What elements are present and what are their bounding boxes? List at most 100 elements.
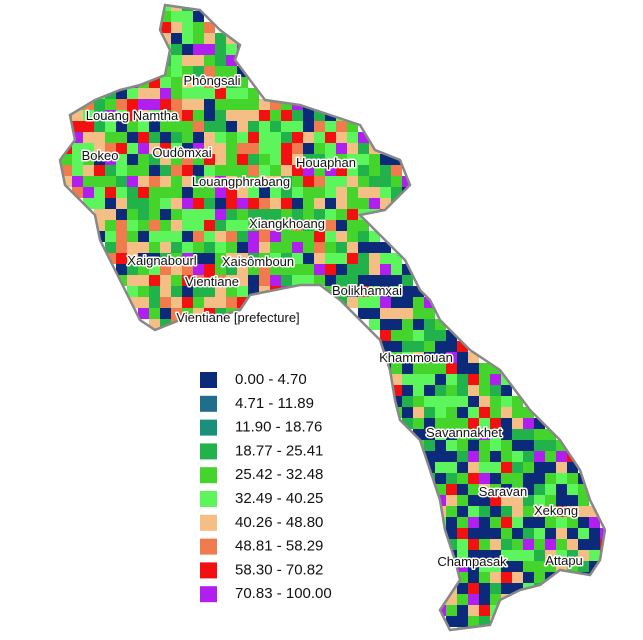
map-cell [171, 154, 182, 165]
map-cell [171, 242, 182, 253]
map-cell [116, 165, 127, 176]
map-cell [171, 66, 182, 77]
map-cell [303, 176, 314, 187]
map-cell [281, 264, 292, 275]
map-cell [292, 110, 303, 121]
map-cell [149, 264, 160, 275]
map-cell [303, 275, 314, 286]
map-cell [127, 121, 138, 132]
map-cell [193, 33, 204, 44]
map-cell [435, 385, 446, 396]
map-cell [149, 253, 160, 264]
map-cell [193, 187, 204, 198]
map-cell [512, 572, 523, 583]
legend-label: 32.49 - 40.25 [235, 490, 323, 507]
map-cell [292, 121, 303, 132]
map-cell [523, 495, 534, 506]
map-cell [259, 143, 270, 154]
map-cell [567, 495, 578, 506]
map-cell [204, 275, 215, 286]
map-cell [325, 198, 336, 209]
map-cell [94, 187, 105, 198]
map-cell [391, 264, 402, 275]
map-cell [435, 374, 446, 385]
map-cell [523, 506, 534, 517]
map-cell [457, 605, 468, 616]
map-cell [193, 154, 204, 165]
map-cell [83, 187, 94, 198]
map-cell [160, 286, 171, 297]
map-cell [347, 187, 358, 198]
map-cell [171, 198, 182, 209]
map-cell [270, 110, 281, 121]
map-cell [138, 297, 149, 308]
map-cell [193, 297, 204, 308]
map-cell [457, 440, 468, 451]
map-cell [578, 517, 589, 528]
map-cell [171, 99, 182, 110]
map-cell [369, 242, 380, 253]
map-cell [204, 110, 215, 121]
map-cell [292, 286, 303, 297]
map-cell [127, 88, 138, 99]
map-cell [204, 220, 215, 231]
map-cell [391, 275, 402, 286]
map-cell [391, 319, 402, 330]
map-cell [501, 583, 512, 594]
map-cell [193, 264, 204, 275]
map-cell [435, 484, 446, 495]
map-cell [457, 517, 468, 528]
map-cell [193, 275, 204, 286]
map-cell [237, 187, 248, 198]
map-cell [468, 528, 479, 539]
map-cell [490, 583, 501, 594]
map-cell [490, 473, 501, 484]
map-cell [160, 275, 171, 286]
map-cell [358, 132, 369, 143]
region-label: Xiangkhoang [249, 216, 325, 231]
map-cell [413, 308, 424, 319]
map-cell [479, 429, 490, 440]
map-cell [402, 363, 413, 374]
map-cell [391, 341, 402, 352]
map-cell [446, 616, 457, 627]
map-cell [281, 165, 292, 176]
map-cell [325, 165, 336, 176]
map-cell [468, 429, 479, 440]
map-cell [248, 121, 259, 132]
map-cell [490, 572, 501, 583]
map-cell [545, 484, 556, 495]
map-cell [567, 484, 578, 495]
map-cell [391, 297, 402, 308]
map-cell [490, 539, 501, 550]
map-cell [457, 528, 468, 539]
map-cell [325, 275, 336, 286]
map-cell [534, 506, 545, 517]
map-cell [303, 132, 314, 143]
map-cell [215, 44, 226, 55]
map-cell [446, 539, 457, 550]
map-cell [138, 176, 149, 187]
map-cell [534, 539, 545, 550]
map-cell [501, 561, 512, 572]
map-cell [380, 242, 391, 253]
map-cell [347, 286, 358, 297]
map-cell [556, 484, 567, 495]
map-cell [545, 440, 556, 451]
map-cell [171, 297, 182, 308]
map-cell [369, 253, 380, 264]
map-cell [336, 187, 347, 198]
map-cell [578, 484, 589, 495]
map-cell [435, 341, 446, 352]
map-cell [259, 264, 270, 275]
map-cell [358, 253, 369, 264]
map-cell [259, 99, 270, 110]
map-cell [237, 132, 248, 143]
map-cell [248, 286, 259, 297]
map-cell [468, 473, 479, 484]
map-cell [193, 231, 204, 242]
map-cell [457, 572, 468, 583]
map-cell [105, 209, 116, 220]
map-cell [358, 165, 369, 176]
